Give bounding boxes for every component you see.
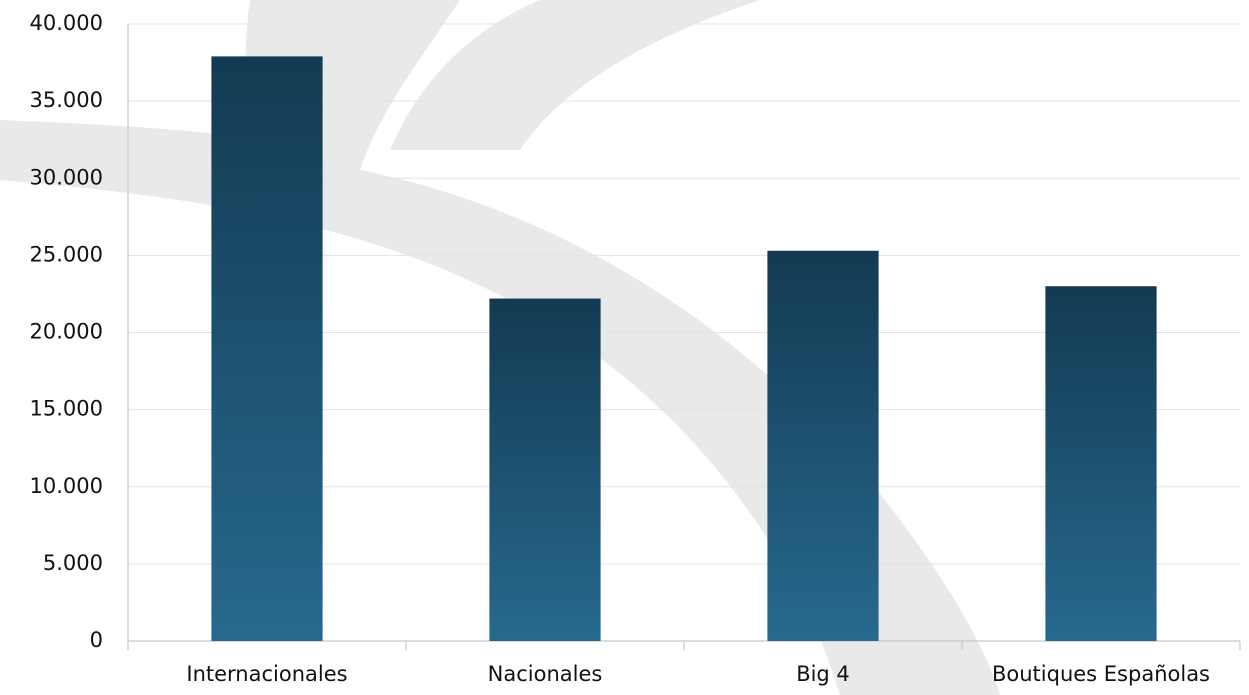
y-tick-label: 35.000 xyxy=(30,88,103,112)
y-tick-label: 25.000 xyxy=(30,242,103,266)
y-tick-label: 5.000 xyxy=(43,551,103,575)
x-tick-label: Nacionales xyxy=(488,662,603,686)
x-tick-label: Internacionales xyxy=(186,662,347,686)
bar xyxy=(211,56,323,641)
y-tick-label: 0 xyxy=(90,628,103,652)
bar xyxy=(767,250,879,641)
y-tick-label: 30.000 xyxy=(30,165,103,189)
y-tick-label: 10.000 xyxy=(30,474,103,498)
bar xyxy=(1045,286,1157,641)
y-tick-label: 20.000 xyxy=(30,320,103,344)
x-tick-label: Boutiques Españolas xyxy=(992,662,1210,686)
bar xyxy=(489,298,601,641)
x-tick-label: Big 4 xyxy=(796,662,850,686)
y-tick-label: 15.000 xyxy=(30,397,103,421)
y-tick-label: 40.000 xyxy=(30,11,103,35)
watermark-arc xyxy=(390,0,760,150)
